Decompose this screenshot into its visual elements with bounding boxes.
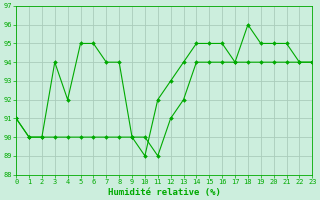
X-axis label: Humidité relative (%): Humidité relative (%) — [108, 188, 221, 197]
